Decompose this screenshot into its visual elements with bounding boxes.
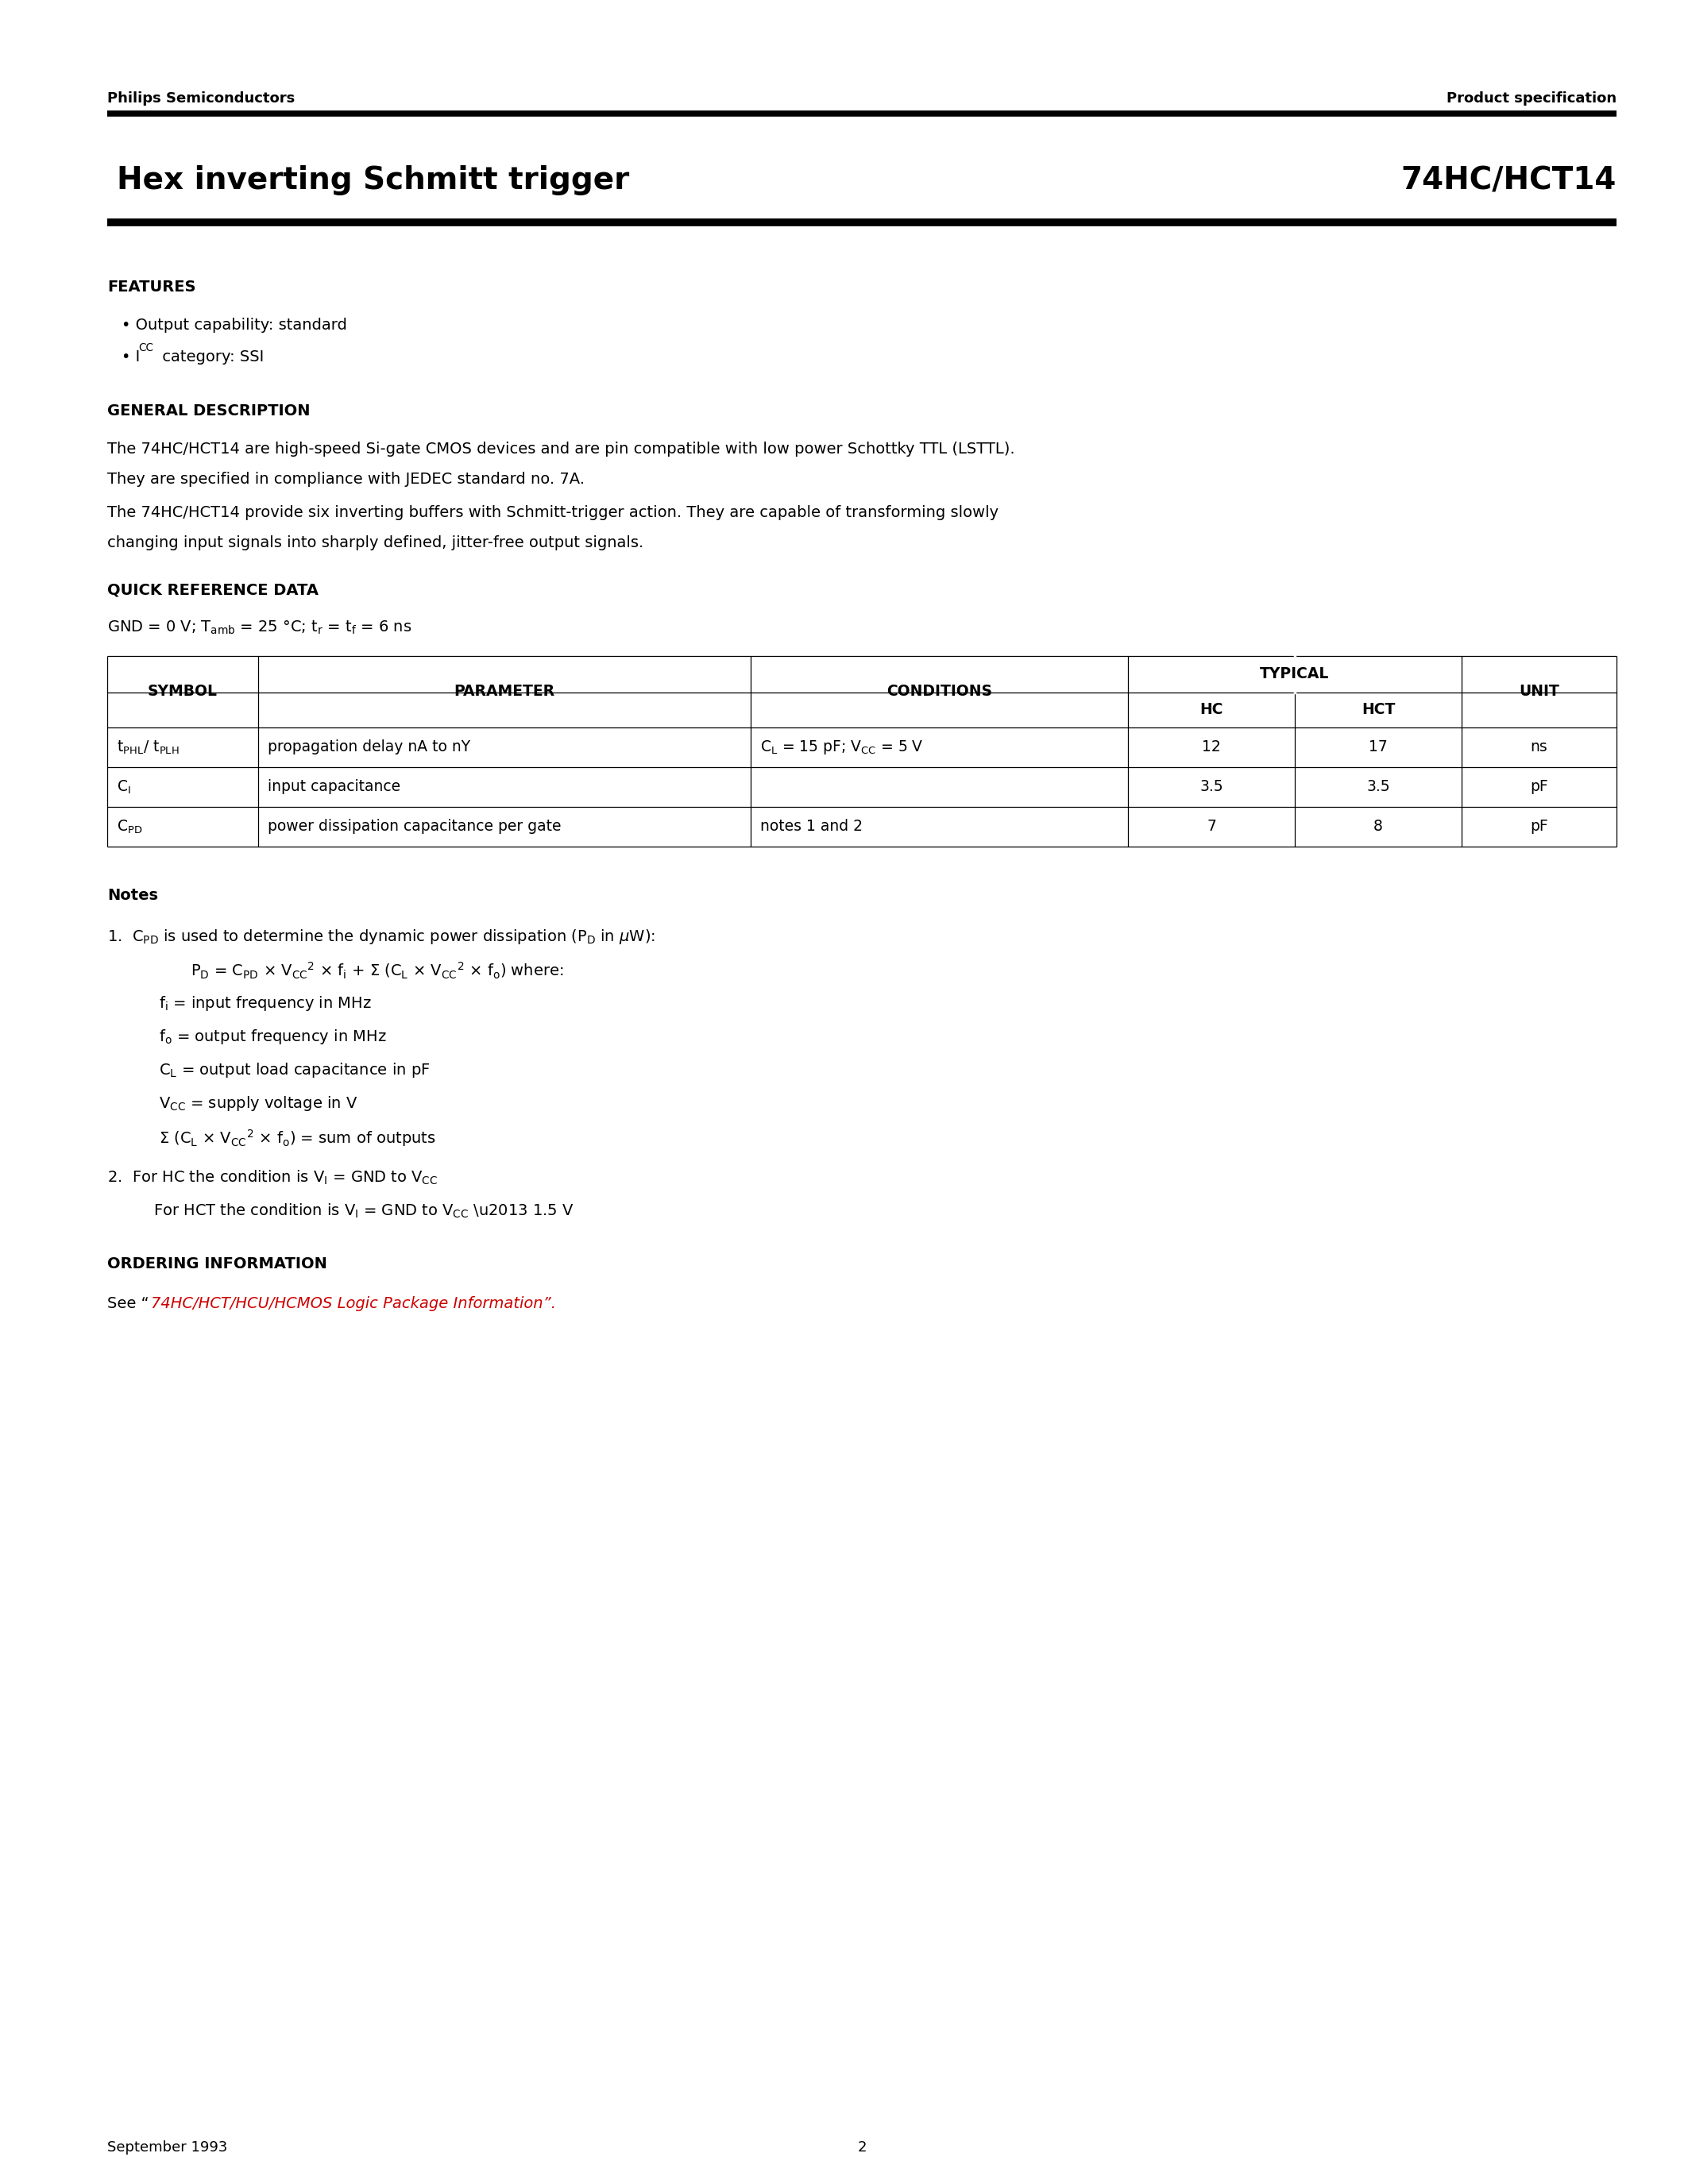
Text: SYMBOL: SYMBOL	[149, 684, 218, 699]
Text: 3.5: 3.5	[1200, 780, 1224, 795]
Text: 17: 17	[1369, 740, 1388, 756]
Text: Product specification: Product specification	[1447, 92, 1617, 105]
Text: ORDERING INFORMATION: ORDERING INFORMATION	[108, 1256, 327, 1271]
Text: t$_{\rm PHL}$/ t$_{\rm PLH}$: t$_{\rm PHL}$/ t$_{\rm PLH}$	[116, 738, 179, 756]
Text: propagation delay nA to nY: propagation delay nA to nY	[268, 740, 471, 756]
Text: C$_{\rm I}$: C$_{\rm I}$	[116, 778, 132, 795]
Text: 3.5: 3.5	[1367, 780, 1389, 795]
Text: CONDITIONS: CONDITIONS	[886, 684, 993, 699]
Text: GENERAL DESCRIPTION: GENERAL DESCRIPTION	[108, 404, 311, 419]
Text: 7: 7	[1207, 819, 1215, 834]
Text: FEATURES: FEATURES	[108, 280, 196, 295]
Text: GND = 0 V; T$_{\rm amb}$ = 25 °C; t$_{\rm r}$ = t$_{\rm f}$ = 6 ns: GND = 0 V; T$_{\rm amb}$ = 25 °C; t$_{\r…	[108, 620, 412, 636]
Text: Philips Semiconductors: Philips Semiconductors	[108, 92, 295, 105]
Text: f$_{\rm o}$ = output frequency in MHz: f$_{\rm o}$ = output frequency in MHz	[159, 1029, 387, 1046]
Text: 8: 8	[1374, 819, 1382, 834]
Text: ns: ns	[1531, 740, 1548, 756]
Text: f$_{\rm i}$ = input frequency in MHz: f$_{\rm i}$ = input frequency in MHz	[159, 994, 371, 1013]
Text: P$_{\rm D}$ = C$_{\rm PD}$ $\times$ V$_{\rm CC}$$^{2}$ $\times$ f$_{\rm i}$ + $\: P$_{\rm D}$ = C$_{\rm PD}$ $\times$ V$_{…	[191, 961, 564, 981]
Text: input capacitance: input capacitance	[268, 780, 400, 795]
Text: TYPICAL: TYPICAL	[1259, 666, 1330, 681]
Text: HC: HC	[1200, 703, 1224, 719]
Text: power dissipation capacitance per gate: power dissipation capacitance per gate	[268, 819, 560, 834]
Text: 2.  For HC the condition is V$_{\rm I}$ = GND to V$_{\rm CC}$: 2. For HC the condition is V$_{\rm I}$ =…	[108, 1168, 437, 1186]
Text: V$_{\rm CC}$ = supply voltage in V: V$_{\rm CC}$ = supply voltage in V	[159, 1094, 358, 1112]
Text: HCT: HCT	[1362, 703, 1394, 719]
Text: pF: pF	[1529, 819, 1548, 834]
Text: changing input signals into sharply defined, jitter-free output signals.: changing input signals into sharply defi…	[108, 535, 643, 550]
Text: 74HC/HCT/HCU/HCMOS Logic Package Information”.: 74HC/HCT/HCU/HCMOS Logic Package Informa…	[150, 1295, 555, 1310]
Text: Notes: Notes	[108, 889, 159, 902]
Text: The 74HC/HCT14 are high-speed Si-gate CMOS devices and are pin compatible with l: The 74HC/HCT14 are high-speed Si-gate CM…	[108, 441, 1014, 456]
Text: category: SSI: category: SSI	[157, 349, 265, 365]
Text: September 1993: September 1993	[108, 2140, 228, 2156]
Text: UNIT: UNIT	[1519, 684, 1560, 699]
Text: • I: • I	[122, 349, 140, 365]
Text: pF: pF	[1529, 780, 1548, 795]
Text: C$_{\rm PD}$: C$_{\rm PD}$	[116, 819, 142, 834]
Text: • Output capability: standard: • Output capability: standard	[122, 317, 348, 332]
Text: The 74HC/HCT14 provide six inverting buffers with Schmitt-trigger action. They a: The 74HC/HCT14 provide six inverting buf…	[108, 505, 999, 520]
Text: 12: 12	[1202, 740, 1220, 756]
Text: 2: 2	[858, 2140, 866, 2156]
Text: notes 1 and 2: notes 1 and 2	[760, 819, 863, 834]
Text: They are specified in compliance with JEDEC standard no. 7A.: They are specified in compliance with JE…	[108, 472, 584, 487]
Text: 1.  C$_{\rm PD}$ is used to determine the dynamic power dissipation (P$_{\rm D}$: 1. C$_{\rm PD}$ is used to determine the…	[108, 928, 655, 946]
Text: See “: See “	[108, 1295, 149, 1310]
Text: For HCT the condition is V$_{\rm I}$ = GND to V$_{\rm CC}$ \u2013 1.5 V: For HCT the condition is V$_{\rm I}$ = G…	[154, 1203, 574, 1221]
Text: QUICK REFERENCE DATA: QUICK REFERENCE DATA	[108, 583, 319, 598]
Text: $\Sigma$ (C$_{\rm L}$ $\times$ V$_{\rm CC}$$^{2}$ $\times$ f$_{\rm o}$) = sum of: $\Sigma$ (C$_{\rm L}$ $\times$ V$_{\rm C…	[159, 1127, 436, 1149]
Text: PARAMETER: PARAMETER	[454, 684, 555, 699]
Text: 74HC/HCT14: 74HC/HCT14	[1401, 166, 1617, 194]
Text: C$_{\rm L}$ = 15 pF; V$_{\rm CC}$ = 5 V: C$_{\rm L}$ = 15 pF; V$_{\rm CC}$ = 5 V	[760, 738, 923, 756]
Text: CC: CC	[138, 343, 154, 354]
Text: C$_{\rm L}$ = output load capacitance in pF: C$_{\rm L}$ = output load capacitance in…	[159, 1061, 430, 1079]
Text: Hex inverting Schmitt trigger: Hex inverting Schmitt trigger	[116, 166, 630, 194]
